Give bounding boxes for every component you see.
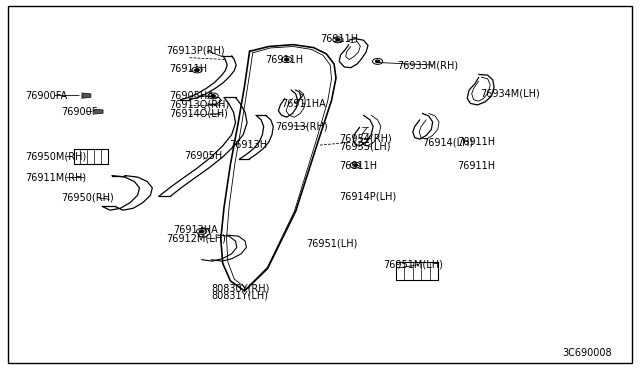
Text: 76900F: 76900F — [61, 107, 97, 116]
Text: 76905H: 76905H — [184, 151, 223, 161]
Text: 76951(LH): 76951(LH) — [306, 239, 357, 248]
Text: 76913P(RH): 76913P(RH) — [166, 45, 225, 55]
Text: 76934M(LH): 76934M(LH) — [480, 89, 540, 99]
Text: 76911M(RH): 76911M(RH) — [26, 173, 87, 182]
Text: 76913HA: 76913HA — [173, 225, 218, 235]
Text: 76913H: 76913H — [229, 140, 268, 150]
Text: 76951M(LH): 76951M(LH) — [383, 259, 443, 269]
Text: 76933M(RH): 76933M(RH) — [397, 60, 458, 70]
Text: 76950(RH): 76950(RH) — [61, 192, 113, 202]
Circle shape — [336, 39, 340, 41]
Text: 80831Y(LH): 80831Y(LH) — [211, 291, 268, 301]
Text: 76911H: 76911H — [339, 161, 378, 170]
Text: 76912M(LH): 76912M(LH) — [166, 233, 227, 243]
Text: 76914(LH): 76914(LH) — [422, 138, 474, 147]
Text: 80830Y(RH): 80830Y(RH) — [211, 283, 269, 293]
Text: 76905HA: 76905HA — [169, 91, 214, 101]
Text: 76911H: 76911H — [169, 64, 207, 74]
Polygon shape — [95, 109, 103, 114]
Polygon shape — [82, 93, 91, 98]
Text: 76900FA: 76900FA — [26, 91, 68, 100]
Text: 76911H: 76911H — [266, 55, 304, 64]
Text: 76911H: 76911H — [458, 161, 496, 170]
Text: 76955(LH): 76955(LH) — [339, 142, 390, 151]
Circle shape — [376, 60, 380, 62]
Text: 3C690008: 3C690008 — [562, 348, 612, 358]
Text: 76913(RH): 76913(RH) — [275, 122, 328, 131]
Text: 76913Q(RH): 76913Q(RH) — [169, 100, 229, 110]
Text: 76954(RH): 76954(RH) — [339, 134, 392, 143]
Text: 76914O(LH): 76914O(LH) — [169, 109, 228, 119]
Circle shape — [200, 230, 204, 232]
Text: 76950M(RH): 76950M(RH) — [26, 151, 87, 161]
Circle shape — [195, 69, 199, 71]
Text: 76914P(LH): 76914P(LH) — [339, 192, 396, 201]
Text: 76911H: 76911H — [458, 138, 496, 147]
Circle shape — [353, 164, 357, 166]
Text: 76911HA: 76911HA — [282, 99, 326, 109]
Text: 76911H: 76911H — [320, 34, 358, 44]
Circle shape — [285, 58, 289, 61]
Circle shape — [211, 95, 215, 97]
